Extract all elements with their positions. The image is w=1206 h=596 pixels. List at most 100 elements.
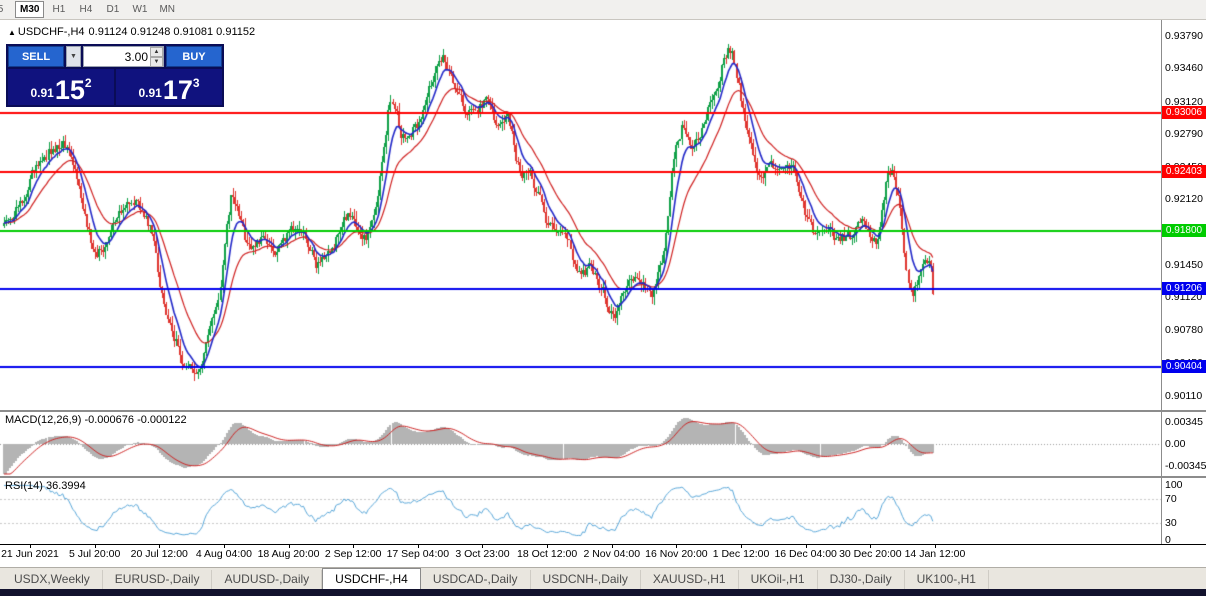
chart-symbol-label: USDCHF-,H4 [17,26,85,38]
volume-input[interactable]: 3.00 ▲ ▼ [83,46,164,67]
chart-ohlc-header: ▲ USDCHF-,H4 0.91124 0.91248 0.91081 0.911… [8,26,259,38]
price-scale-label: 0.93790 [1165,30,1203,43]
price-scale-label: 0.92790 [1165,127,1203,140]
time-scale-tick [870,545,871,548]
price-scale-label: 0.93120 [1165,95,1203,108]
panel-separator[interactable] [0,476,1206,478]
indicator-scale-label: 30 [1165,516,1177,529]
time-scale-label: 18 Oct 12:00 [517,548,578,560]
rsi-label: RSI(14) 36.3994 [5,480,86,492]
chart-tab-usdcnh-daily[interactable]: USDCNH-,Daily [531,570,641,589]
indicator-scale-label: 100 [1165,479,1183,491]
price-line-tag: 0.92403 [1162,164,1206,178]
time-scale-label: 20 Jul 12:00 [130,548,188,560]
chart-tab-eurusd-daily[interactable]: EURUSD-,Daily [103,570,213,589]
buy-price-display[interactable]: 0.91 17 3 [116,69,222,105]
time-scale-label: 18 Aug 20:00 [257,548,320,560]
timeframe-button-w1[interactable]: W1 [132,4,148,15]
volume-increase-button[interactable]: ▲ [150,47,163,57]
sell-price-big: 15 [54,75,85,105]
timeframe-button-d1[interactable]: D1 [106,4,120,15]
volume-decrease-button[interactable]: ▼ [150,57,163,67]
time-scale-tick [741,545,742,548]
buy-price-pip: 3 [192,76,200,90]
chart-tab-usdchf-h4[interactable]: USDCHF-,H4 [322,568,421,589]
chart-ohlc-values: 0.91124 0.91248 0.91081 0.91152 [88,26,256,38]
time-scale-label: 5 Jul 20:00 [68,548,121,560]
time-scale-tick [935,545,936,548]
time-scale-tick [418,545,419,548]
buy-price-prefix: 0.91 [138,86,162,100]
chart-tab-uk100-h1[interactable]: UK100-,H1 [905,570,989,589]
indicator-scale-label: 0.00345 [1165,416,1203,428]
time-scale-tick [30,545,31,548]
timeframe-button-m30[interactable]: M30 [15,1,45,18]
time-axis-line [0,544,1206,545]
indicator-scale-label: 70 [1165,493,1177,506]
price-scale-label: 0.92120 [1165,193,1203,206]
sell-price-prefix: 0.91 [30,86,54,100]
rsi-indicator-canvas[interactable] [0,478,1161,544]
price-scale-label: 0.90780 [1165,324,1203,337]
chart-tab-usdcad-daily[interactable]: USDCAD-,Daily [421,570,531,589]
macd-indicator-canvas[interactable] [0,412,1161,476]
chart-tabs-bar: USDX,Weekly EURUSD-,Daily AUDUSD-,Daily USD… [0,567,1206,589]
price-scale-label: 0.93460 [1165,62,1203,75]
timeframe-button-h1[interactable]: H1 [52,4,66,15]
volume-dropdown-button[interactable]: ▼ [66,46,81,67]
price-line-tag: 0.91206 [1162,281,1206,295]
timeframe-toolbar: 5M30 H1 H4 D1 W1 MN [0,0,1206,20]
price-scale-border [1161,20,1162,544]
time-scale-tick [676,545,677,548]
indicator-scale-label: 0 [1165,534,1171,546]
price-line-tag: 0.90404 [1162,360,1206,374]
volume-spinner: ▲ ▼ [150,47,163,67]
sell-button[interactable]: SELL [8,46,64,67]
time-scale-tick [482,545,483,548]
sell-price-pip: 2 [84,76,92,90]
time-scale-tick [289,545,290,548]
time-scale-tick [95,545,96,548]
time-scale-label: 3 Oct 23:00 [455,548,510,560]
chevron-down-icon: ▼ [70,53,77,60]
buy-button[interactable]: BUY [166,46,222,67]
time-scale-tick [547,545,548,548]
time-scale-tick [159,545,160,548]
time-scale-label: 16 Dec 04:00 [774,548,837,560]
time-scale-label: 17 Sep 04:00 [386,548,450,560]
time-scale-tick [612,545,613,548]
time-scale-label: 21 Jun 2021 [1,548,59,560]
chart-tab-ukoil-h1[interactable]: UKOil-,H1 [739,570,818,589]
time-scale-label: 4 Aug 04:00 [195,548,252,560]
indicator-scale-label: 0.00 [1165,438,1186,450]
sell-price-display[interactable]: 0.91 15 2 [8,69,114,105]
indicator-scale-label: -0.00345 [1165,460,1206,472]
time-scale-label: 2 Nov 04:00 [583,548,641,560]
time-scale-tick [353,545,354,548]
time-scale-label: 2 Sep 12:00 [324,548,382,560]
one-click-trading-panel: SELL ▼ 3.00 ▲ ▼ BUY 0.91 15 2 0.91 17 3 [6,44,224,107]
time-scale-tick [224,545,225,548]
collapse-panel-arrow[interactable]: ▲ [8,28,16,37]
volume-value: 3.00 [124,49,148,64]
macd-label: MACD(12,26,9) -0.000676 -0.000122 [5,414,187,426]
time-scale-label: 30 Dec 20:00 [839,548,902,560]
chart-tab-usdx-weekly[interactable]: USDX,Weekly [2,570,103,589]
price-scale-label: 0.90110 [1165,389,1203,402]
chart-tab-xauusd-h1[interactable]: XAUUSD-,H1 [641,570,739,589]
chart-tab-dj30-daily[interactable]: DJ30-,Daily [818,570,905,589]
time-scale-label: 14 Jan 12:00 [904,548,966,560]
time-scale-tick [806,545,807,548]
price-line-tag: 0.93006 [1162,105,1206,119]
chart-tab-audusd-daily[interactable]: AUDUSD-,Daily [212,570,323,589]
timeframe-button-5[interactable]: 5 [0,1,13,18]
price-scale-label: 0.91450 [1165,258,1203,271]
window-bottom-edge [0,589,1206,596]
price-line-tag: 0.91800 [1162,223,1206,237]
timeframe-button-h4[interactable]: H4 [79,4,93,15]
panel-separator[interactable] [0,410,1206,412]
time-scale-label: 16 Nov 20:00 [645,548,708,560]
buy-price-big: 17 [162,75,193,105]
timeframe-button-mn[interactable]: MN [159,4,176,15]
